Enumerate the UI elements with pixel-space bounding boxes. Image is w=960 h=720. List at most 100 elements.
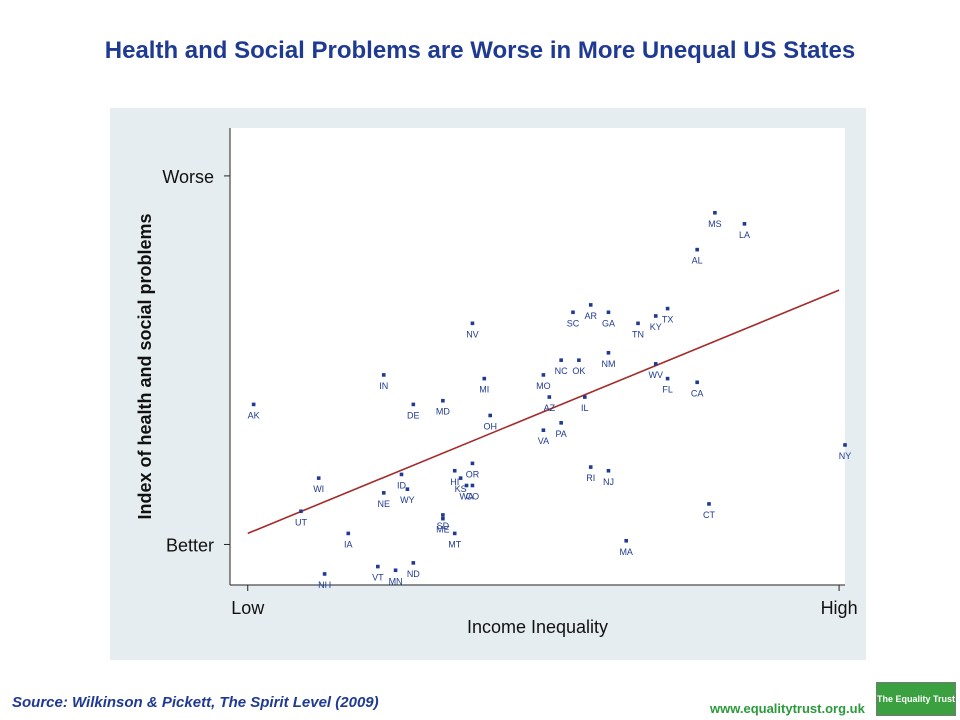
website-link[interactable]: www.equalitytrust.org.uk xyxy=(710,701,865,716)
equality-trust-logo: The Equality Trust xyxy=(876,682,956,716)
data-point xyxy=(577,358,581,362)
data-point xyxy=(713,210,717,215)
data-point xyxy=(441,513,445,517)
point-label: OR xyxy=(466,469,480,479)
y-axis-title: Index of health and social problems xyxy=(135,213,155,519)
data-point xyxy=(322,572,327,576)
data-point xyxy=(346,531,351,536)
data-point xyxy=(606,310,611,315)
data-point xyxy=(441,398,445,403)
point-label: MO xyxy=(536,381,551,391)
data-point xyxy=(742,222,747,226)
data-point xyxy=(411,561,416,565)
point-label: AR xyxy=(584,311,597,321)
point-label: TX xyxy=(662,315,674,325)
point-label: MA xyxy=(619,547,633,557)
point-label: PA xyxy=(555,429,566,439)
data-point xyxy=(452,468,457,473)
point-label: NY xyxy=(839,451,852,461)
axes: Better Worse Low High Income Inequality Index… xyxy=(135,128,858,637)
trend-line xyxy=(247,289,840,535)
data-point xyxy=(547,395,552,399)
data-point xyxy=(653,314,658,318)
data-point xyxy=(695,247,699,252)
point-label: SC xyxy=(567,318,580,328)
point-label: FL xyxy=(662,385,673,395)
chart-title: Health and Social Problems are Worse in … xyxy=(104,37,856,64)
point-label: KS xyxy=(455,484,467,494)
point-label: MT xyxy=(448,539,461,549)
point-label: NC xyxy=(555,366,568,376)
y-tick-label: Worse xyxy=(162,167,214,187)
data-point xyxy=(452,531,457,536)
data-point xyxy=(695,380,699,385)
data-point xyxy=(606,468,611,473)
point-label: KY xyxy=(650,322,662,332)
data-point xyxy=(636,321,640,326)
point-label: OK xyxy=(572,366,585,376)
data-point xyxy=(707,502,711,506)
data-point xyxy=(381,373,386,377)
point-label: IN xyxy=(379,381,388,391)
point-label: AK xyxy=(248,410,260,420)
data-point xyxy=(653,362,658,366)
point-label: NH xyxy=(318,580,331,590)
point-label: NV xyxy=(466,329,479,339)
point-label: TN xyxy=(632,329,644,339)
point-label: ND xyxy=(407,569,420,579)
data-point xyxy=(458,476,463,480)
point-label: UT xyxy=(295,517,307,527)
data-point xyxy=(559,358,563,362)
point-label: GA xyxy=(602,318,615,328)
point-label: WI xyxy=(313,484,324,494)
point-label: CT xyxy=(703,510,715,520)
point-label: NJ xyxy=(603,477,614,487)
point-label: IL xyxy=(581,403,589,413)
data-point xyxy=(376,564,380,569)
point-label: ID xyxy=(397,480,407,490)
point-label: AL xyxy=(692,256,703,266)
trend-line-layer xyxy=(247,289,840,535)
point-label: NM xyxy=(601,359,615,369)
point-label: WY xyxy=(400,495,415,505)
point-label: CA xyxy=(691,388,704,398)
data-point xyxy=(299,509,303,514)
data-point xyxy=(381,491,386,495)
data-point xyxy=(571,310,575,315)
point-label: MS xyxy=(708,219,722,229)
data-point xyxy=(482,376,487,381)
data-point xyxy=(251,402,256,407)
data-point xyxy=(393,568,398,573)
point-label: ME xyxy=(436,525,450,535)
data-point xyxy=(665,376,670,381)
data-point xyxy=(843,443,847,447)
data-point xyxy=(588,465,593,469)
point-label: AZ xyxy=(544,403,556,413)
point-label: MD xyxy=(436,407,450,417)
data-point xyxy=(488,413,492,418)
point-label: WV xyxy=(649,370,664,380)
data-point xyxy=(665,306,670,311)
data-point xyxy=(541,373,546,377)
point-label: CO xyxy=(466,491,480,501)
point-label: SD xyxy=(437,521,450,531)
point-label: MI xyxy=(479,385,489,395)
point-label: IA xyxy=(344,539,353,549)
data-point xyxy=(470,461,475,466)
data-point xyxy=(583,395,587,399)
logo-text: The Equality Trust xyxy=(877,694,956,704)
point-label: HI xyxy=(450,477,459,487)
point-label: NE xyxy=(377,499,390,509)
data-point xyxy=(541,428,546,433)
data-point xyxy=(606,351,611,355)
point-label: DE xyxy=(407,410,420,420)
point-label: MN xyxy=(389,576,403,586)
data-point xyxy=(470,483,475,488)
data-point xyxy=(588,303,593,307)
point-label: VT xyxy=(372,573,384,583)
plot-area xyxy=(230,128,845,585)
point-label: RI xyxy=(586,473,595,483)
data-point xyxy=(399,472,404,477)
